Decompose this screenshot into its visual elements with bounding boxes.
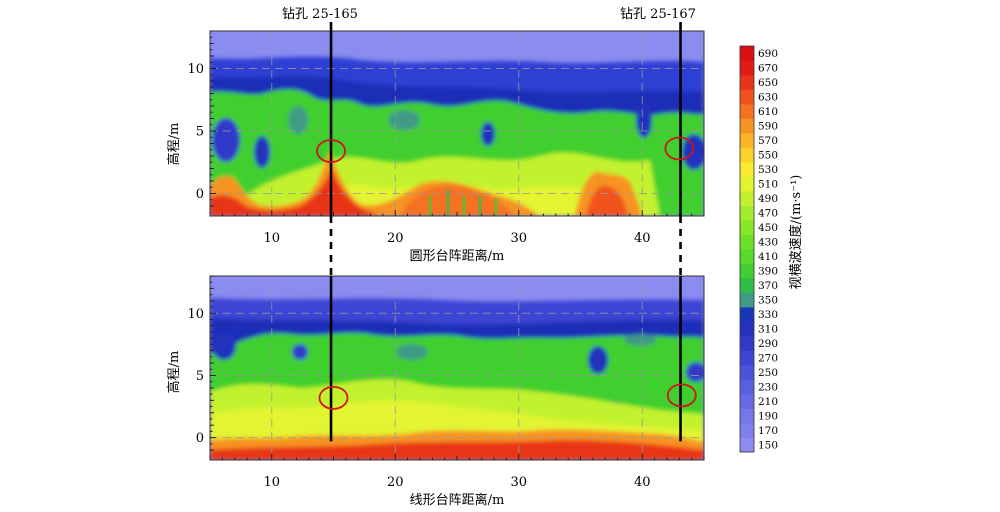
colorbar-tick-label: 250 [758, 367, 778, 379]
colorbar-tick-label: 170 [758, 425, 778, 437]
colorbar-tick-label: 610 [758, 106, 778, 118]
colorbar-swatch [740, 394, 754, 409]
colorbar-swatch [740, 307, 754, 322]
anomaly-circle [316, 139, 346, 163]
colorbar-tick-label: 230 [758, 381, 778, 393]
colorbar-tick-label: 570 [758, 135, 778, 147]
colorbar-tick-label: 370 [758, 280, 778, 292]
top-x-axis-label: 圆形台阵距离/m [410, 248, 505, 264]
top-y-axis-label: 高程/m [166, 123, 182, 166]
y-tick-label: 5 [196, 125, 204, 140]
top-panel: 10 20 30 40 0 5 10 高程/m 圆形台阵距离/m 钻孔 25-165 钻孔 … [166, 7, 705, 264]
x-tick-label: 10 [263, 231, 280, 246]
colorbar-swatch [740, 162, 754, 177]
x-tick-label: 40 [634, 475, 651, 490]
colorbar-swatch [740, 278, 754, 293]
colorbar-swatch [740, 89, 754, 105]
colorbar-tick-label: 350 [758, 294, 778, 306]
colorbar-tick-label: 690 [758, 48, 778, 60]
colorbar-tick-label: 450 [758, 222, 778, 234]
colorbar-swatch [740, 379, 754, 395]
bottom-axis-ticks: 10 20 30 40 0 5 10 [187, 275, 705, 490]
colorbar-tick-labels: 150 170 190 210 230 250 270 290 310 330 350 370 390 4… [758, 48, 778, 452]
colorbar-tick-label: 210 [758, 396, 778, 408]
colorbar-swatch [740, 263, 754, 279]
colorbar-tick-label: 310 [758, 323, 778, 335]
x-tick-label: 30 [510, 231, 527, 246]
colorbar-swatch [740, 408, 754, 424]
colorbar-swatch [740, 176, 754, 192]
colorbar-swatch [740, 60, 754, 76]
top-anomaly-circles [316, 136, 695, 163]
colorbar-swatch [740, 365, 754, 380]
bottom-grid [210, 276, 704, 460]
borehole-left-label: 钻孔 25-165 [282, 7, 358, 22]
colorbar-tick-label: 190 [758, 410, 778, 422]
colorbar-tick-label: 330 [758, 309, 778, 321]
bottom-x-axis-label: 线形台阵距离/m [410, 492, 505, 508]
top-grid [210, 31, 704, 216]
bottom-heatmap [210, 276, 704, 460]
colorbar-swatch [740, 350, 754, 366]
colorbar-tick-label: 530 [758, 164, 778, 176]
y-tick-label: 10 [187, 307, 204, 322]
colorbar: 150 170 190 210 230 250 270 290 310 330 350 370 390 4… [739, 45, 804, 453]
bottom-anomaly-circles [318, 383, 697, 410]
bottom-y-axis-label: 高程/m [166, 351, 182, 394]
y-tick-label: 10 [187, 62, 204, 77]
colorbar-swatch [740, 118, 754, 134]
borehole-right-label: 钻孔 25-167 [620, 7, 696, 22]
x-tick-label: 30 [510, 475, 527, 490]
colorbar-tick-label: 410 [758, 251, 778, 263]
colorbar-label: 视横波速度/(m·s⁻¹) [788, 175, 804, 290]
colorbar-swatch [740, 205, 754, 221]
colorbar-swatch [740, 46, 754, 61]
colorbar-swatch [740, 423, 754, 438]
colorbar-tick-label: 670 [758, 62, 778, 74]
x-tick-label: 40 [634, 231, 651, 246]
top-heatmap [210, 31, 704, 216]
colorbar-swatch [740, 234, 754, 250]
top-axis-ticks: 10 20 30 40 0 5 10 [187, 30, 705, 246]
colorbar-swatch [740, 133, 754, 148]
colorbar-tick-label: 510 [758, 178, 778, 190]
anomaly-circle [318, 385, 349, 410]
colorbar-tick-label: 430 [758, 236, 778, 248]
colorbar-swatch [740, 292, 754, 308]
colorbar-tick-label: 270 [758, 352, 778, 364]
colorbar-frame [739, 45, 755, 453]
colorbar-tick-label: 630 [758, 91, 778, 103]
borehole-connector-lines [329, 216, 682, 276]
colorbar-tick-label: 490 [758, 193, 778, 205]
x-tick-label: 10 [263, 475, 280, 490]
colorbar-tick-label: 390 [758, 265, 778, 277]
colorbar-swatch [740, 104, 754, 119]
x-tick-label: 20 [387, 475, 404, 490]
colorbar-swatch [740, 220, 754, 235]
x-tick-label: 20 [387, 231, 404, 246]
bottom-borehole-lines [329, 276, 682, 442]
y-tick-label: 5 [196, 369, 204, 384]
colorbar-swatch [740, 321, 754, 337]
colorbar-swatch [740, 249, 754, 264]
colorbar-tick-label: 290 [758, 338, 778, 350]
anomaly-circle [666, 383, 697, 408]
colorbar-swatch [740, 336, 754, 351]
y-tick-label: 0 [196, 187, 204, 202]
colorbar-swatch [740, 75, 754, 90]
top-borehole-lines [329, 22, 682, 216]
bottom-panel: 10 20 30 40 0 5 10 高程/m 线形台阵距离/m [166, 275, 705, 508]
colorbar-swatch [740, 437, 754, 453]
anomaly-circle [664, 136, 695, 161]
colorbar-tick-label: 470 [758, 207, 778, 219]
colorbar-swatch [740, 147, 754, 163]
colorbar-swatch [740, 191, 754, 206]
colorbar-tick-label: 150 [758, 439, 778, 451]
colorbar-tick-label: 590 [758, 120, 778, 132]
colorbar-tick-label: 550 [758, 149, 778, 161]
colorbar-tick-label: 650 [758, 77, 778, 89]
y-tick-label: 0 [196, 431, 204, 446]
colorbar-swatches [739, 45, 755, 453]
